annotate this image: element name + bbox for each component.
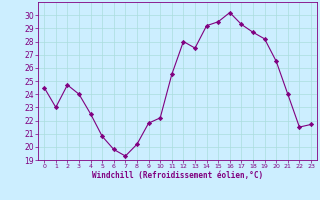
X-axis label: Windchill (Refroidissement éolien,°C): Windchill (Refroidissement éolien,°C) [92, 171, 263, 180]
